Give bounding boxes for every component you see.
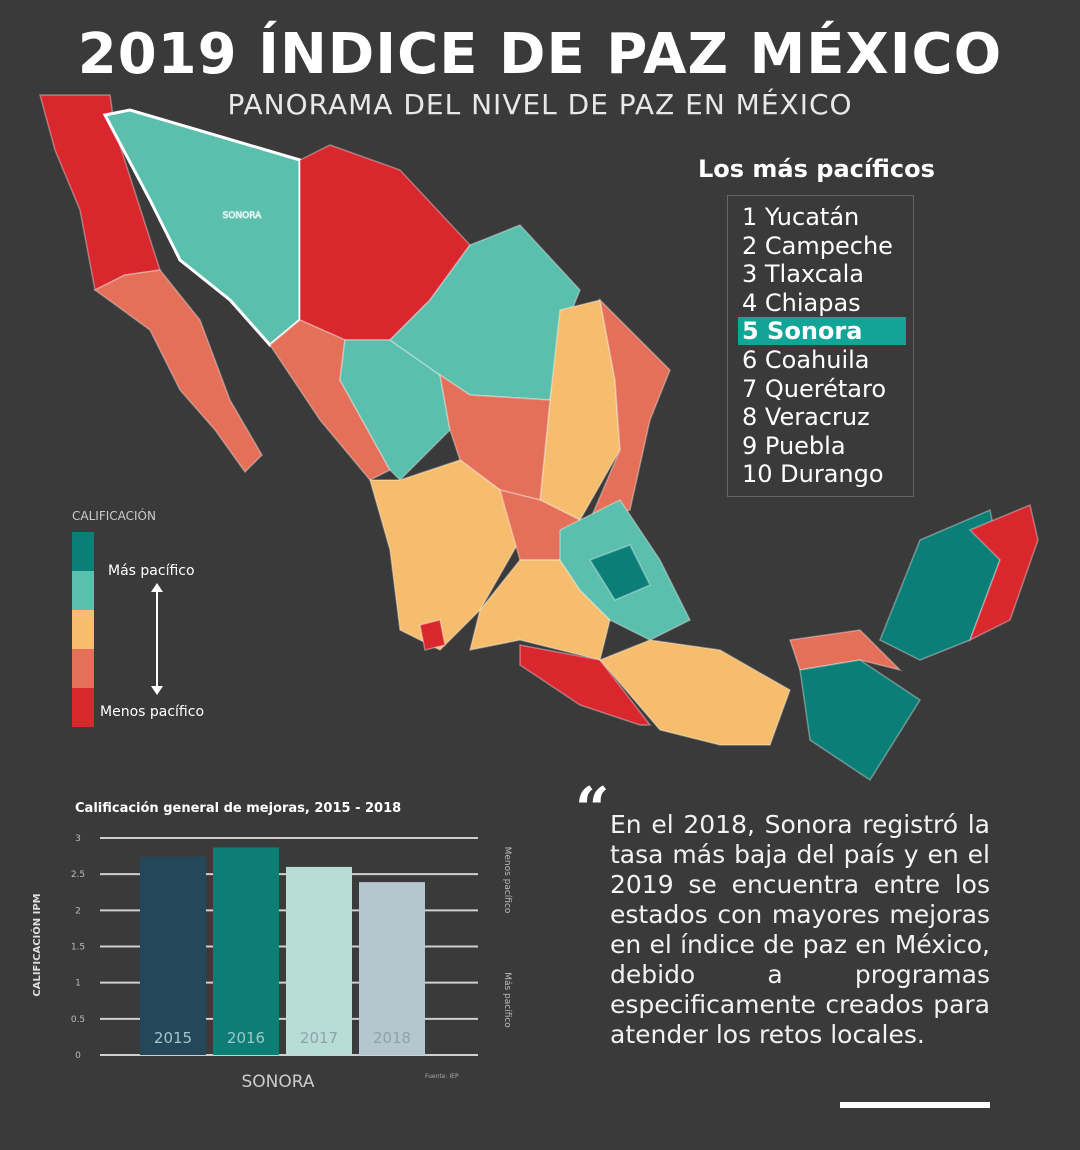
quote-text: En el 2018, Sonora registró la tasa más … — [610, 810, 990, 1049]
bar-label: 2018 — [373, 1029, 411, 1047]
legend-swatch — [72, 610, 94, 649]
legend-title: CALIFICACIÓN — [72, 508, 156, 523]
state — [598, 639, 791, 746]
bar — [286, 866, 352, 1055]
bar — [140, 856, 206, 1055]
chart-title: Calificación general de mejoras, 2015 - … — [75, 801, 401, 816]
ranking-item: 7 Querétaro — [742, 374, 887, 403]
ranking-item: 5 Sonora — [738, 317, 906, 346]
state — [799, 659, 922, 782]
x-axis-label: SONORA — [241, 1072, 314, 1092]
legend-swatch — [72, 532, 94, 571]
state — [93, 269, 263, 474]
state — [419, 619, 446, 651]
underline — [840, 1102, 990, 1108]
y2-label: Más pacífico — [502, 972, 512, 1028]
legend-swatch — [72, 571, 94, 610]
ranking-item: 6 Coahuila — [742, 346, 870, 374]
arrow-head — [151, 583, 163, 592]
map-label: SONORA — [223, 211, 263, 221]
bar — [213, 847, 279, 1055]
map: SONORA — [39, 94, 1039, 782]
ranking-title: Los más pacíficos — [698, 155, 935, 183]
bar — [359, 882, 425, 1055]
bar-label: 2016 — [227, 1029, 265, 1047]
state — [968, 503, 1039, 642]
ranking-item: 3 Tlaxcala — [742, 260, 864, 289]
state — [339, 339, 451, 482]
ranking-box — [727, 195, 914, 497]
ranking-item: 9 Puebla — [742, 431, 846, 460]
legend-bottom: Menos pacífico — [100, 704, 204, 720]
bar-chart: Calificación general de mejoras, 2015 - … — [30, 801, 512, 1092]
state — [588, 297, 671, 522]
ranking-item: 4 Chiapas — [742, 288, 861, 317]
y-tick-label: 3 — [75, 834, 81, 844]
y-axis-label: CALIFICACIÓN IPM — [30, 893, 43, 996]
bar-label: 2015 — [154, 1029, 192, 1047]
ranking-item: 2 Campeche — [742, 231, 893, 260]
legend-top: Más pacífico — [108, 563, 195, 579]
y-tick-label: 2 — [75, 906, 81, 916]
ranking-item: 1 Yucatán — [742, 203, 860, 231]
legend: CALIFICACIÓN Más pacífico Menos pacífico — [72, 508, 204, 727]
ranking-item: 8 Veracruz — [742, 403, 870, 432]
title: 2019 ÍNDICE DE PAZ MÉXICO — [77, 22, 1003, 87]
quote-mark: “ — [575, 775, 610, 845]
arrow-head — [151, 686, 163, 695]
y-tick-label: 0.5 — [71, 1015, 85, 1025]
state — [789, 629, 903, 672]
y-tick-label: 0 — [75, 1051, 81, 1061]
subtitle: PANORAMA DEL NIVEL DE PAZ EN MÉXICO — [227, 88, 853, 121]
ranking-item: 10 Durango — [742, 460, 884, 489]
state — [369, 459, 521, 651]
y-tick-label: 1 — [75, 979, 81, 989]
bar-label: 2017 — [300, 1029, 338, 1047]
y2-label: Menos pacífico — [502, 847, 512, 914]
y-tick-label: 1.5 — [71, 943, 85, 953]
source: Fuente: IEP — [425, 1073, 459, 1080]
legend-swatch — [72, 649, 94, 688]
legend-swatch — [72, 688, 94, 727]
y-tick-label: 2.5 — [71, 870, 85, 880]
state — [588, 544, 652, 601]
